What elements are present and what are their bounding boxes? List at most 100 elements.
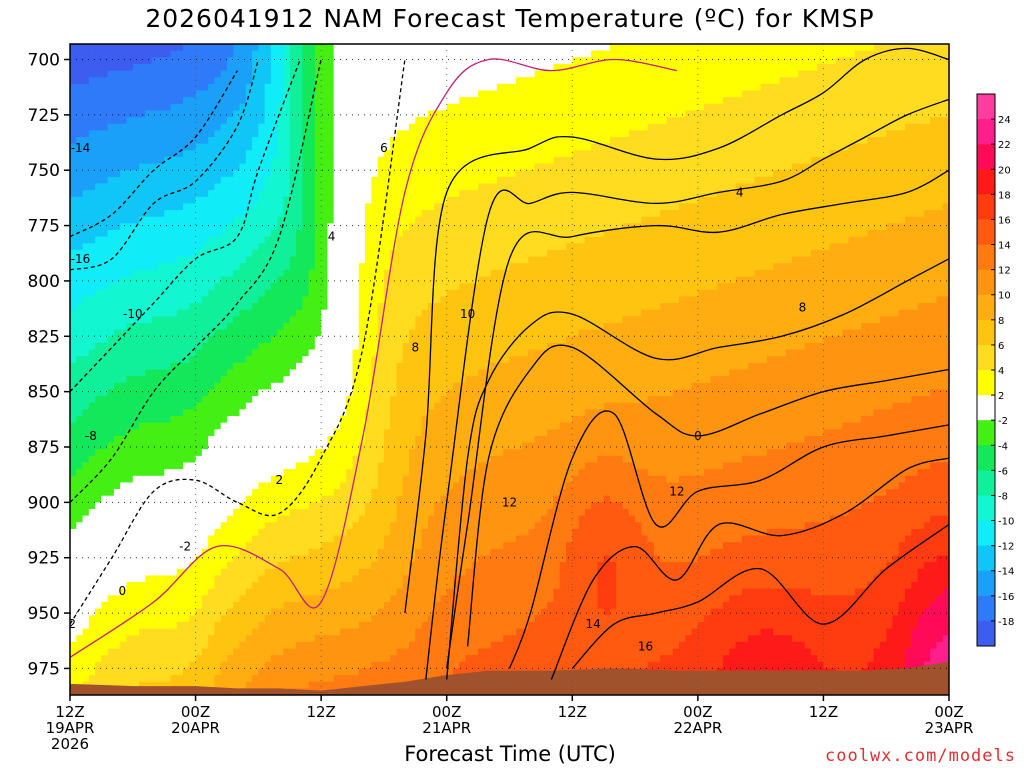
colorbar-swatch xyxy=(977,395,995,421)
y-tick-label: 875 xyxy=(28,438,60,458)
isotherm-line xyxy=(70,58,678,658)
x-tick-label: 12Z xyxy=(306,703,335,721)
colorbar-swatch xyxy=(977,269,995,296)
x-tick-label: 12Z xyxy=(558,703,587,721)
isotherm-line xyxy=(446,169,949,669)
isotherm-line xyxy=(70,59,301,393)
isotherm-line xyxy=(425,98,949,680)
colorbar-label: -14 xyxy=(998,567,1014,578)
y-tick-label: 900 xyxy=(28,493,60,513)
colorbar-label: -10 xyxy=(998,517,1014,528)
colorbar-label: -4 xyxy=(998,441,1008,452)
colorbar-label: 8 xyxy=(998,316,1004,327)
colorbar-label: 10 xyxy=(998,291,1011,302)
colorbar-label: 16 xyxy=(998,215,1011,226)
colorbar-swatch xyxy=(977,545,995,572)
colorbar-swatch xyxy=(977,169,995,195)
colorbar-swatch xyxy=(977,470,995,496)
isotherm-line xyxy=(571,523,949,669)
x-tick-label: 00Z xyxy=(181,703,210,721)
colorbar-label: -6 xyxy=(998,466,1008,477)
x-tick-label: 00Z xyxy=(683,703,712,721)
contour-label: -2 xyxy=(64,617,76,631)
contour-label: 4 xyxy=(328,230,336,244)
x-tick-label: 19APR xyxy=(46,719,95,737)
y-tick-label: 750 xyxy=(28,161,60,181)
colorbar-label: -16 xyxy=(998,592,1014,603)
contour-label: 0 xyxy=(118,584,126,598)
y-tick-label: 825 xyxy=(28,327,60,347)
contour-label: 16 xyxy=(638,639,653,653)
colorbar-label: -8 xyxy=(998,491,1008,502)
colorbar-swatch xyxy=(977,219,995,246)
colorbar-label: 22 xyxy=(998,140,1011,151)
x-axis-title: Forecast Time (UTC) xyxy=(404,742,616,766)
plot-frame xyxy=(69,43,950,696)
isotherm-line xyxy=(70,59,322,503)
colorbar-swatch xyxy=(977,194,995,220)
contour-label: 14 xyxy=(586,617,601,631)
y-tick-label: 925 xyxy=(28,549,60,569)
contour-label: 10 xyxy=(460,307,475,321)
colorbar-swatch xyxy=(977,119,995,145)
y-tick-label: 700 xyxy=(28,51,60,71)
colorbar-swatch xyxy=(977,445,995,471)
colorbar-label: 4 xyxy=(998,366,1004,377)
isotherm-line xyxy=(550,457,949,680)
isotherm-line xyxy=(70,70,238,238)
contour-label: 12 xyxy=(669,484,684,498)
y-tick-label: 850 xyxy=(28,383,60,403)
colorbar-swatch xyxy=(977,370,995,396)
colorbar-swatch xyxy=(977,420,995,446)
contour-label: -8 xyxy=(85,429,97,443)
contour-label: 12 xyxy=(502,495,517,509)
y-tick-label: 725 xyxy=(28,106,60,126)
credit-label: coolwx.com/models xyxy=(825,746,1016,766)
x-tick-label: 22APR xyxy=(673,719,722,737)
x-tick-label: 20APR xyxy=(171,719,220,737)
x-tick-label: 00Z xyxy=(432,703,461,721)
x-tick-label: 23APR xyxy=(925,719,974,737)
ground-surface xyxy=(70,661,949,695)
x-tick-label: 12Z xyxy=(809,703,838,721)
isotherm-line xyxy=(70,59,406,625)
colorbar-swatch xyxy=(977,495,995,522)
contour-label: -14 xyxy=(71,141,91,155)
colorbar-label: -2 xyxy=(998,416,1008,427)
isotherm-line xyxy=(508,410,949,669)
contour-label: -2 xyxy=(179,540,191,554)
colorbar-swatch xyxy=(977,144,995,170)
contour-label: 12 xyxy=(816,19,831,33)
contour-label: 0 xyxy=(694,429,702,443)
contour-label: 2 xyxy=(275,473,283,487)
contour-label: 8 xyxy=(411,340,419,354)
y-tick-label: 950 xyxy=(28,604,60,624)
colorbar-label: 18 xyxy=(998,190,1011,201)
colorbar-label: 24 xyxy=(998,115,1011,126)
colorbar-swatch xyxy=(977,319,995,346)
x-tick-label: 12Z xyxy=(55,703,84,721)
isotherm-line xyxy=(466,344,949,647)
colorbar-swatch xyxy=(977,520,995,547)
contour-label: -16 xyxy=(71,252,91,266)
x-tick-label: 2026 xyxy=(51,735,89,753)
contour-label: 8 xyxy=(799,301,807,315)
colorbar-swatch xyxy=(977,595,995,622)
colorbar-label: 6 xyxy=(998,341,1004,352)
colorbar-swatch xyxy=(977,294,995,321)
colorbar-label: -12 xyxy=(998,542,1014,553)
colorbar-swatch xyxy=(977,620,995,647)
colorbar-swatch xyxy=(977,570,995,597)
x-tick-label: 21APR xyxy=(422,719,471,737)
contour-label: 4 xyxy=(736,185,744,199)
colorbar-label: -18 xyxy=(998,617,1014,628)
isotherm-line xyxy=(404,47,949,614)
isotherm-line xyxy=(70,59,260,271)
x-tick-label: 00Z xyxy=(934,703,963,721)
isotherm-line xyxy=(446,258,949,680)
colorbar-label: 12 xyxy=(998,266,1011,277)
contour-label: -10 xyxy=(123,307,143,321)
contour-label: 6 xyxy=(380,141,388,155)
colorbar-swatch xyxy=(977,94,995,120)
